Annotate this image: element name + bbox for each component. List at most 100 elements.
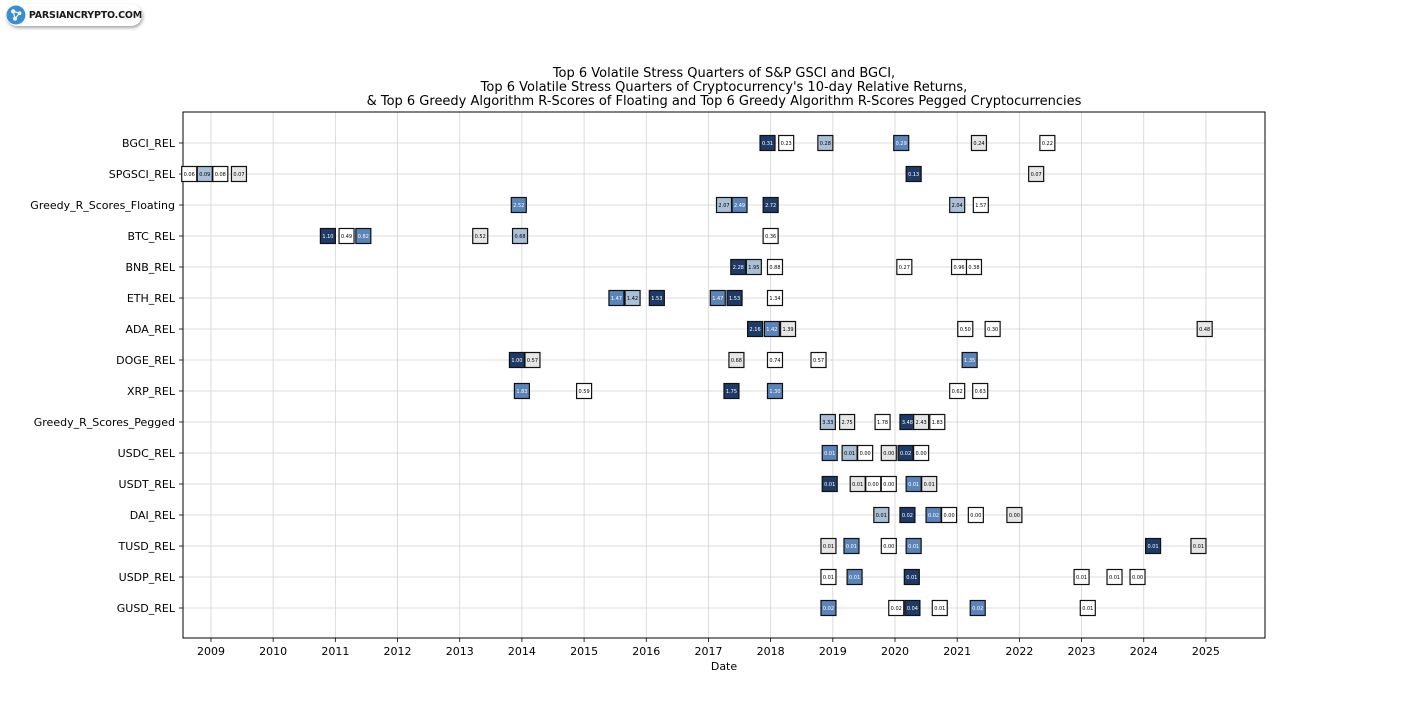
data-box: [1028, 165, 1045, 183]
data-box-label: 0.27: [899, 265, 910, 271]
data-box: [929, 413, 946, 431]
data-box-label: 0.24: [973, 141, 984, 147]
data-box-label: 0.38: [968, 265, 979, 271]
data-box: [472, 227, 489, 245]
data-box-label: 1.75: [726, 389, 737, 395]
data-box: [896, 258, 913, 276]
x-tick-label: 2016: [632, 645, 660, 658]
data-box: [843, 537, 860, 555]
data-box-label: 0.01: [852, 482, 863, 488]
data-box: [766, 258, 784, 276]
x-axis-label: Date: [711, 660, 738, 673]
data-box: [921, 475, 938, 493]
data-box-label: 0.01: [846, 544, 857, 550]
plot-area: [182, 111, 1266, 639]
data-box-label: 2.04: [952, 203, 963, 209]
data-box-label: 1.78: [877, 420, 888, 426]
data-box-label: 1.35: [964, 358, 975, 364]
data-box: [766, 351, 784, 369]
data-box-label: 0.07: [233, 172, 244, 178]
chart-title-line: & Top 6 Greedy Algorithm R-Scores of Flo…: [367, 94, 1082, 109]
y-tick-label: ETH_REL: [127, 292, 176, 305]
data-box: [731, 196, 748, 214]
data-box-label: 0.00: [1132, 575, 1143, 581]
x-tick-label: 2023: [1068, 645, 1096, 658]
data-box-label: 0.01: [876, 513, 887, 519]
data-box-label: 1.00: [511, 358, 522, 364]
data-box: [905, 165, 922, 183]
data-box-label: 0.02: [902, 513, 913, 519]
data-box-label: 1.47: [611, 296, 622, 302]
data-box-label: 0.48: [1199, 327, 1210, 333]
data-box: [819, 413, 836, 431]
data-box-label: 0.01: [934, 606, 945, 612]
data-box-label: 0.01: [906, 575, 917, 581]
data-box-label: 0.88: [769, 265, 780, 271]
data-box: [759, 134, 776, 152]
data-box: [913, 413, 930, 431]
data-box-label: 0.52: [475, 234, 486, 240]
x-axis: 2009 2010 2011 2012 2013 2014 2015 2016 2017 2018…: [197, 638, 1220, 658]
data-box-label: 2.52: [513, 203, 524, 209]
data-box: [969, 599, 986, 617]
y-tick-label: USDC_REL: [118, 447, 176, 460]
data-box: [746, 320, 764, 338]
data-box-label: 2.07: [718, 203, 729, 209]
data-box-label: 0.68: [514, 234, 525, 240]
x-tick-label: 2014: [508, 645, 536, 658]
data-box-label: 0.57: [813, 358, 824, 364]
data-box: [967, 506, 984, 524]
data-box: [1106, 568, 1123, 586]
data-box: [972, 196, 989, 214]
data-box: [820, 537, 837, 555]
data-box: [762, 227, 779, 245]
site-logo: PARSIANCRYPTO.COM: [6, 4, 142, 26]
data-box-label: 0.82: [358, 234, 369, 240]
x-tick-label: 2021: [943, 645, 971, 658]
y-tick-label: XRP_REL: [127, 385, 176, 398]
data-box: [839, 413, 856, 431]
data-box-label: 0.00: [883, 544, 894, 550]
data-box: [355, 227, 372, 245]
data-box: [821, 444, 838, 462]
data-box-label: 0.00: [868, 482, 879, 488]
data-box-label: 2.72: [765, 203, 776, 209]
data-box-label: 0.01: [824, 451, 835, 457]
data-box-label: 0.74: [769, 358, 780, 364]
data-box-label: 0.00: [883, 482, 894, 488]
y-tick-label: USDT_REL: [119, 478, 176, 491]
data-box: [1144, 537, 1162, 555]
data-box-label: 0.04: [907, 606, 918, 612]
data-box-label: 0.01: [1193, 544, 1204, 550]
data-box-label: 0.01: [1076, 575, 1087, 581]
data-box: [1129, 568, 1146, 586]
y-tick-label: ADA_REL: [125, 323, 175, 336]
data-box: [1079, 599, 1096, 617]
data-box-label: 0.01: [823, 575, 834, 581]
data-box: [1196, 320, 1213, 338]
data-box-label: 1.30: [769, 389, 780, 395]
data-box: [972, 382, 989, 400]
data-box: [513, 382, 531, 400]
data-box-label: 0.50: [960, 327, 971, 333]
data-box-label: 1.83: [932, 420, 943, 426]
data-box-label: 0.22: [1042, 141, 1053, 147]
data-box-label: 0.02: [823, 606, 834, 612]
data-box: [810, 351, 827, 369]
data-box: [1039, 134, 1056, 152]
data-box-label: 0.08: [215, 172, 226, 178]
data-box: [941, 506, 958, 524]
data-box: [913, 444, 930, 462]
y-tick-label: Greedy_R_Scores_Pegged: [34, 416, 175, 429]
data-box: [949, 382, 966, 400]
data-box-label: 0.02: [928, 513, 939, 519]
data-box: [965, 258, 983, 276]
x-tick-label: 2024: [1130, 645, 1158, 658]
data-box: [961, 351, 978, 369]
grid: [183, 112, 1265, 638]
data-box: [511, 227, 529, 245]
data-box: [903, 568, 920, 586]
data-box-label: 0.01: [924, 482, 935, 488]
x-tick-label: 2009: [197, 645, 225, 658]
data-box: [762, 196, 779, 214]
